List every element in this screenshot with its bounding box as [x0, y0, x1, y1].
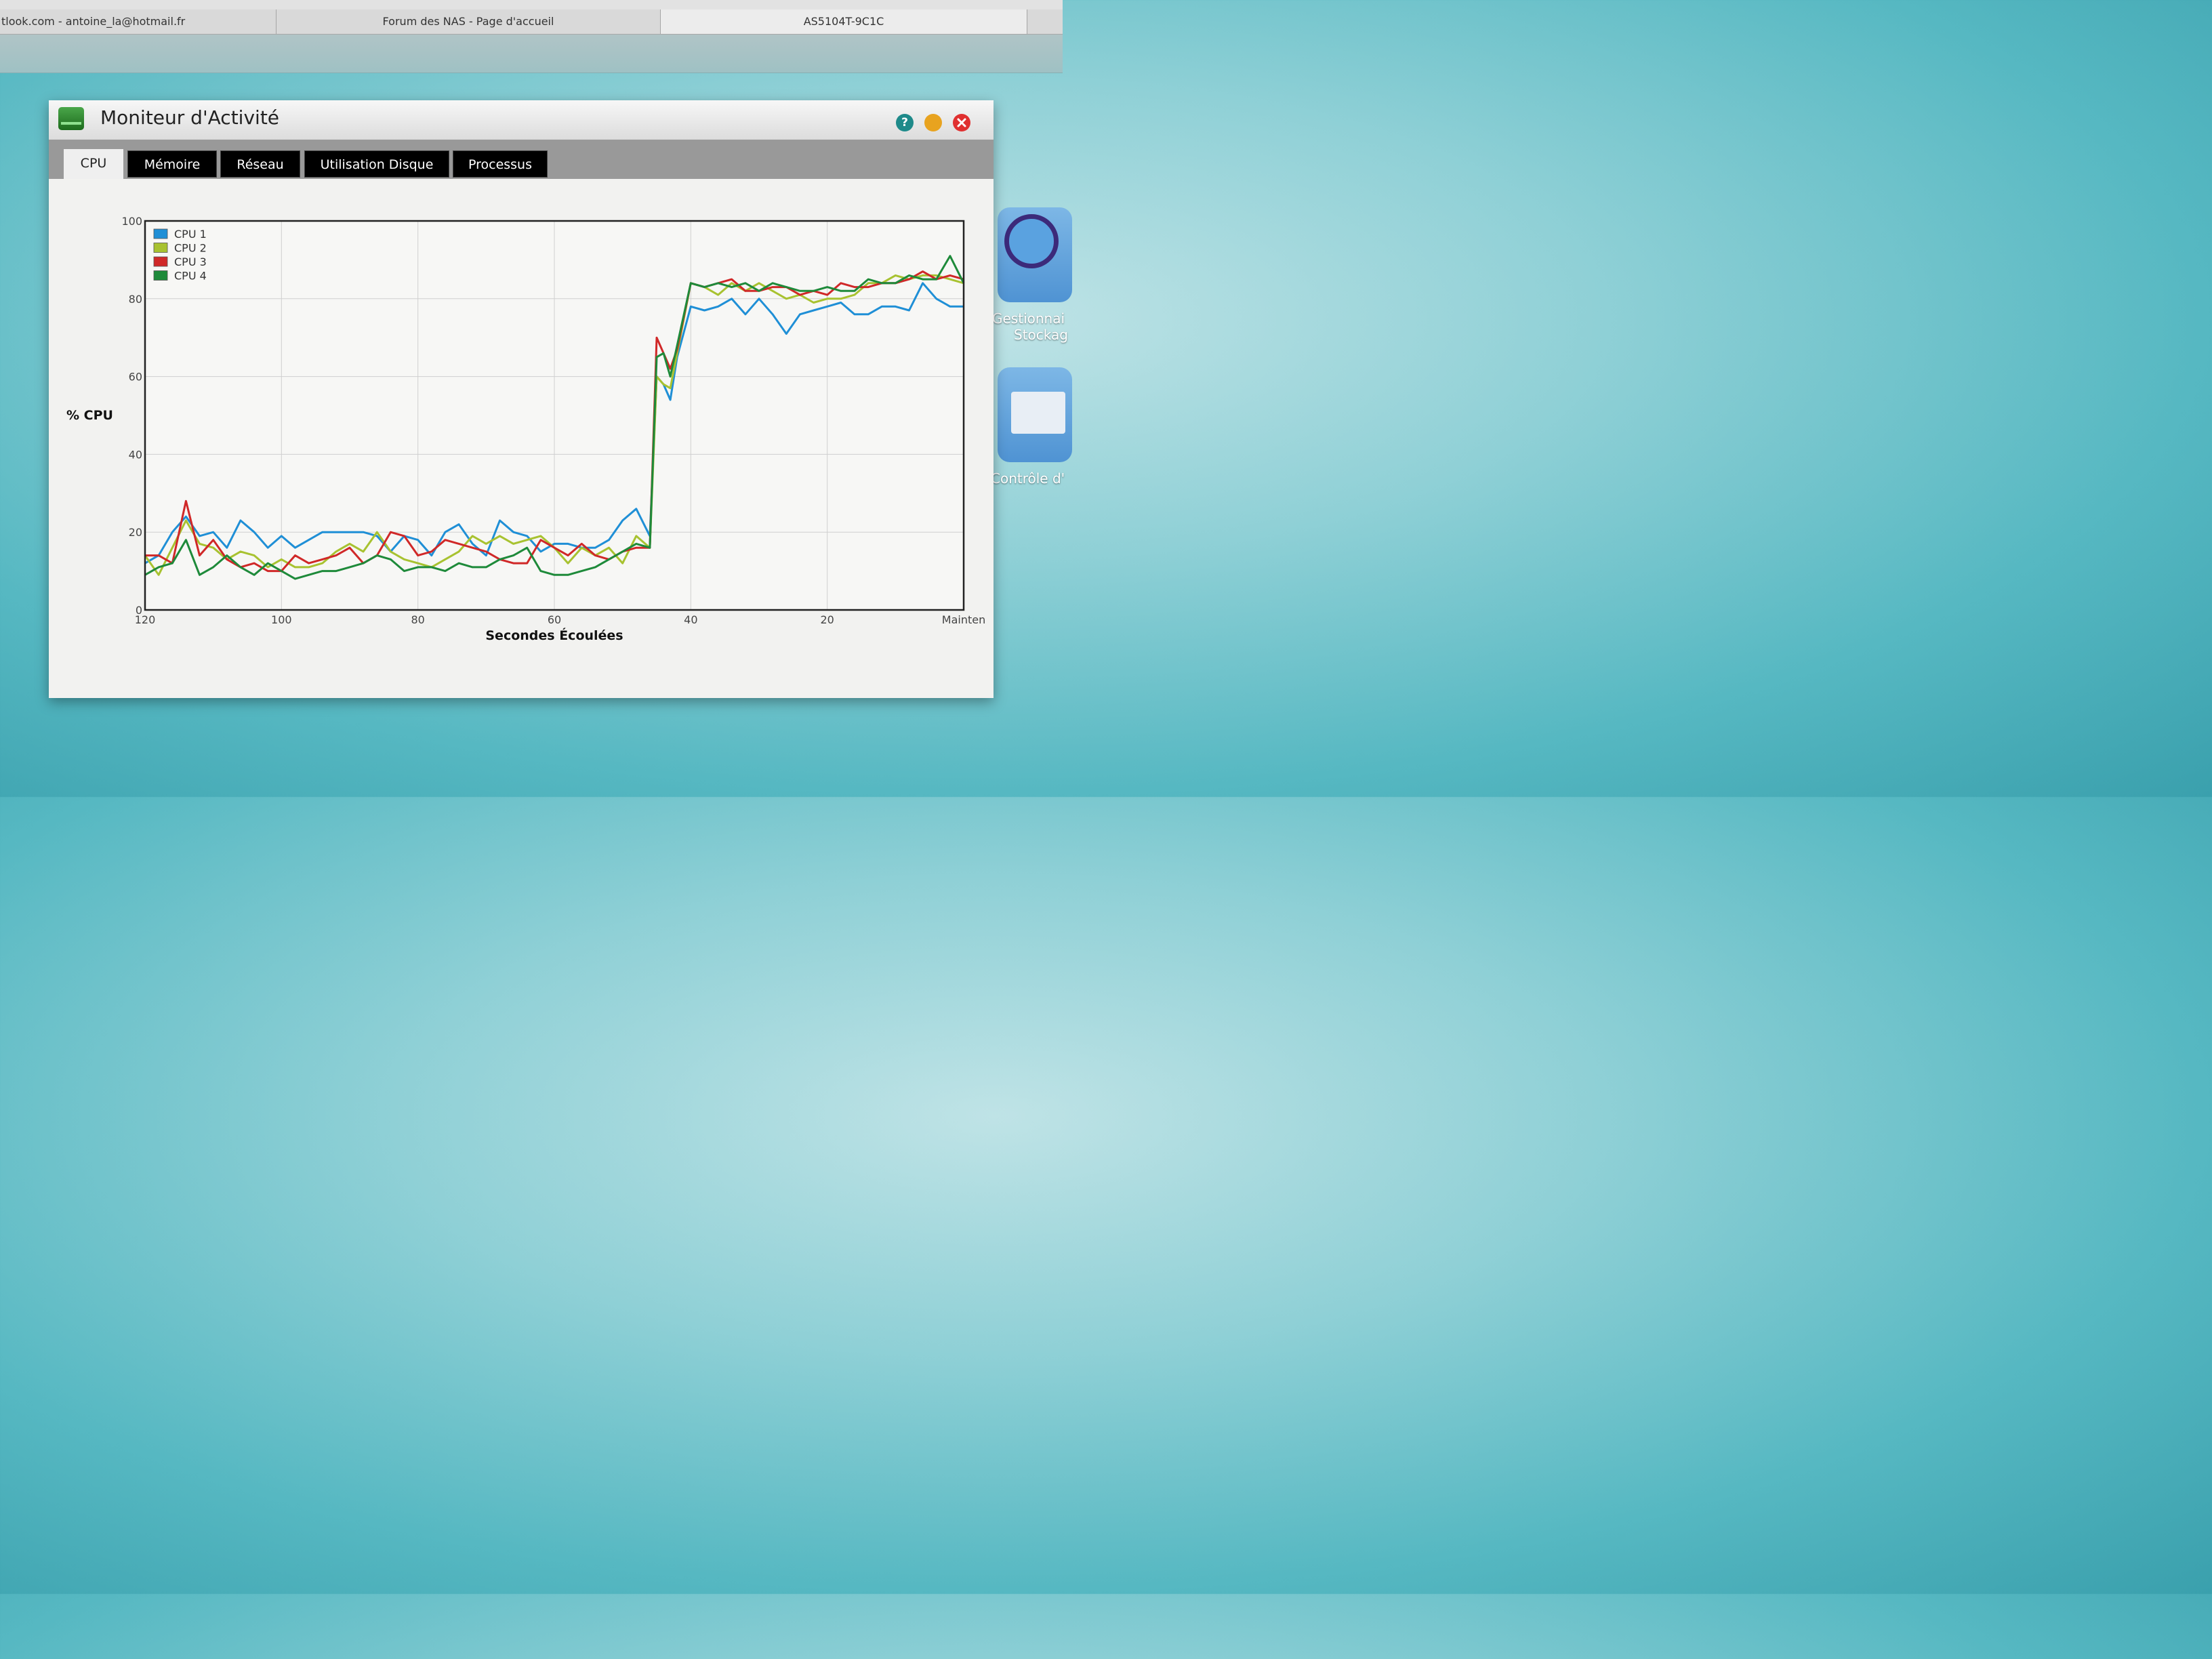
tab-bar: CPU Mémoire Réseau Utilisation Disque Pr…: [49, 140, 994, 179]
minimize-icon[interactable]: [924, 114, 942, 131]
y-tick-label: 80: [129, 293, 142, 306]
id-card-icon: [1011, 392, 1065, 434]
activity-monitor-window: Moniteur d'Activité ? CPU Mémoire Réseau…: [49, 100, 994, 698]
legend-label: CPU 3: [174, 255, 207, 268]
x-tick-label: 120: [135, 613, 156, 626]
x-tick-label: 80: [411, 613, 424, 626]
browser-tab-strip: tlook.com - antoine_la@hotmail.fr Forum …: [0, 9, 1063, 35]
x-tick-label: 40: [684, 613, 697, 626]
access-control-label: Contrôle d': [991, 470, 1065, 487]
x-tick-label: 100: [271, 613, 292, 626]
x-tick-label: Mainten: [942, 613, 985, 626]
window-title: Moniteur d'Activité: [100, 106, 280, 129]
tab-processus[interactable]: Processus: [453, 150, 548, 178]
access-control-icon[interactable]: [998, 367, 1072, 462]
series-line-cpu-2: [144, 274, 964, 576]
legend-swatch: [153, 228, 168, 239]
y-tick-label: 0: [136, 604, 142, 617]
storage-manager-icon[interactable]: [998, 207, 1072, 302]
storage-ring-icon: [1004, 214, 1059, 268]
browser-tab-mail[interactable]: tlook.com - antoine_la@hotmail.fr: [0, 9, 276, 34]
series-line-cpu-3: [145, 270, 964, 573]
x-tick-label: 20: [820, 613, 834, 626]
legend-swatch: [153, 256, 168, 267]
close-x-glyph: [957, 118, 966, 127]
x-tick-label: 60: [548, 613, 561, 626]
series-line-cpu-4: [144, 255, 965, 580]
y-tick-label: 40: [129, 448, 142, 461]
nas-top-bar: [0, 35, 1063, 73]
y-tick-label: 100: [121, 215, 142, 228]
tab-utilisation-disque[interactable]: Utilisation Disque: [304, 150, 449, 178]
series-line-cpu-1: [144, 282, 964, 565]
legend-label: CPU 4: [174, 270, 207, 283]
tab-reseau[interactable]: Réseau: [220, 150, 300, 178]
plot-frame: [144, 220, 965, 611]
browser-menu-bar: [0, 0, 1063, 10]
x-axis-title: Secondes Écoulées: [485, 628, 623, 643]
y-axis-title: % CPU: [66, 408, 113, 423]
y-tick-label: 60: [129, 371, 142, 384]
legend-label: CPU 2: [174, 242, 207, 255]
tab-memoire[interactable]: Mémoire: [127, 150, 217, 178]
legend-swatch: [153, 270, 168, 281]
legend-label: CPU 1: [174, 228, 207, 241]
y-tick-label: 20: [129, 526, 142, 539]
storage-manager-label-line2: Stockag: [1014, 327, 1068, 343]
legend-swatch: [153, 243, 168, 253]
browser-tab-nas[interactable]: AS5104T-9C1C: [661, 9, 1027, 34]
activity-monitor-app-icon: [58, 107, 84, 130]
help-icon[interactable]: ?: [896, 114, 914, 131]
cpu-chart-panel: 0 20 40 60 80 100 120 100 80 60 40 20 Mainten CPU 1 CP…: [49, 179, 994, 698]
storage-manager-label-line1: Gestionnai: [992, 310, 1065, 327]
window-titlebar[interactable]: Moniteur d'Activité ?: [49, 100, 994, 140]
tab-cpu[interactable]: CPU: [64, 149, 123, 179]
browser-tab-forum[interactable]: Forum des NAS - Page d'accueil: [276, 9, 661, 34]
close-icon[interactable]: [953, 114, 970, 131]
